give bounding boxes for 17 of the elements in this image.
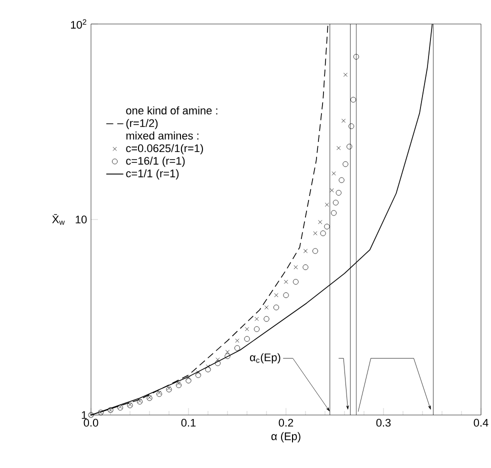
legend-label: c=1/1 (r=1)	[126, 169, 179, 180]
x-axis-title: α (Ep)	[271, 432, 300, 442]
legend-label: c=16/1 (r=1)	[126, 156, 185, 167]
x-tick-label: 0.3	[376, 418, 391, 427]
legend-label: (r=1/2)	[126, 118, 158, 130]
x-tick-label: 0.1	[181, 418, 196, 427]
annotation: α$_{c}$(Ep)	[250, 353, 280, 364]
y-tick-label: 1	[82, 411, 87, 419]
x-tick-label: 0.2	[278, 418, 294, 427]
y-axis-title: X̄$_{w}$	[52, 214, 65, 225]
legend-label: c=0.0625/1(r=1)	[126, 144, 203, 154]
x-tick-label: 0.0	[84, 418, 98, 427]
x-tick-label: 0.4	[474, 418, 488, 427]
y-tick-label: 10	[76, 216, 87, 224]
y-tick-label: 10$^{2}$	[71, 19, 86, 29]
legend-title: one kind of amine :	[126, 106, 218, 114]
annotation: mixed amines :	[126, 132, 198, 140]
